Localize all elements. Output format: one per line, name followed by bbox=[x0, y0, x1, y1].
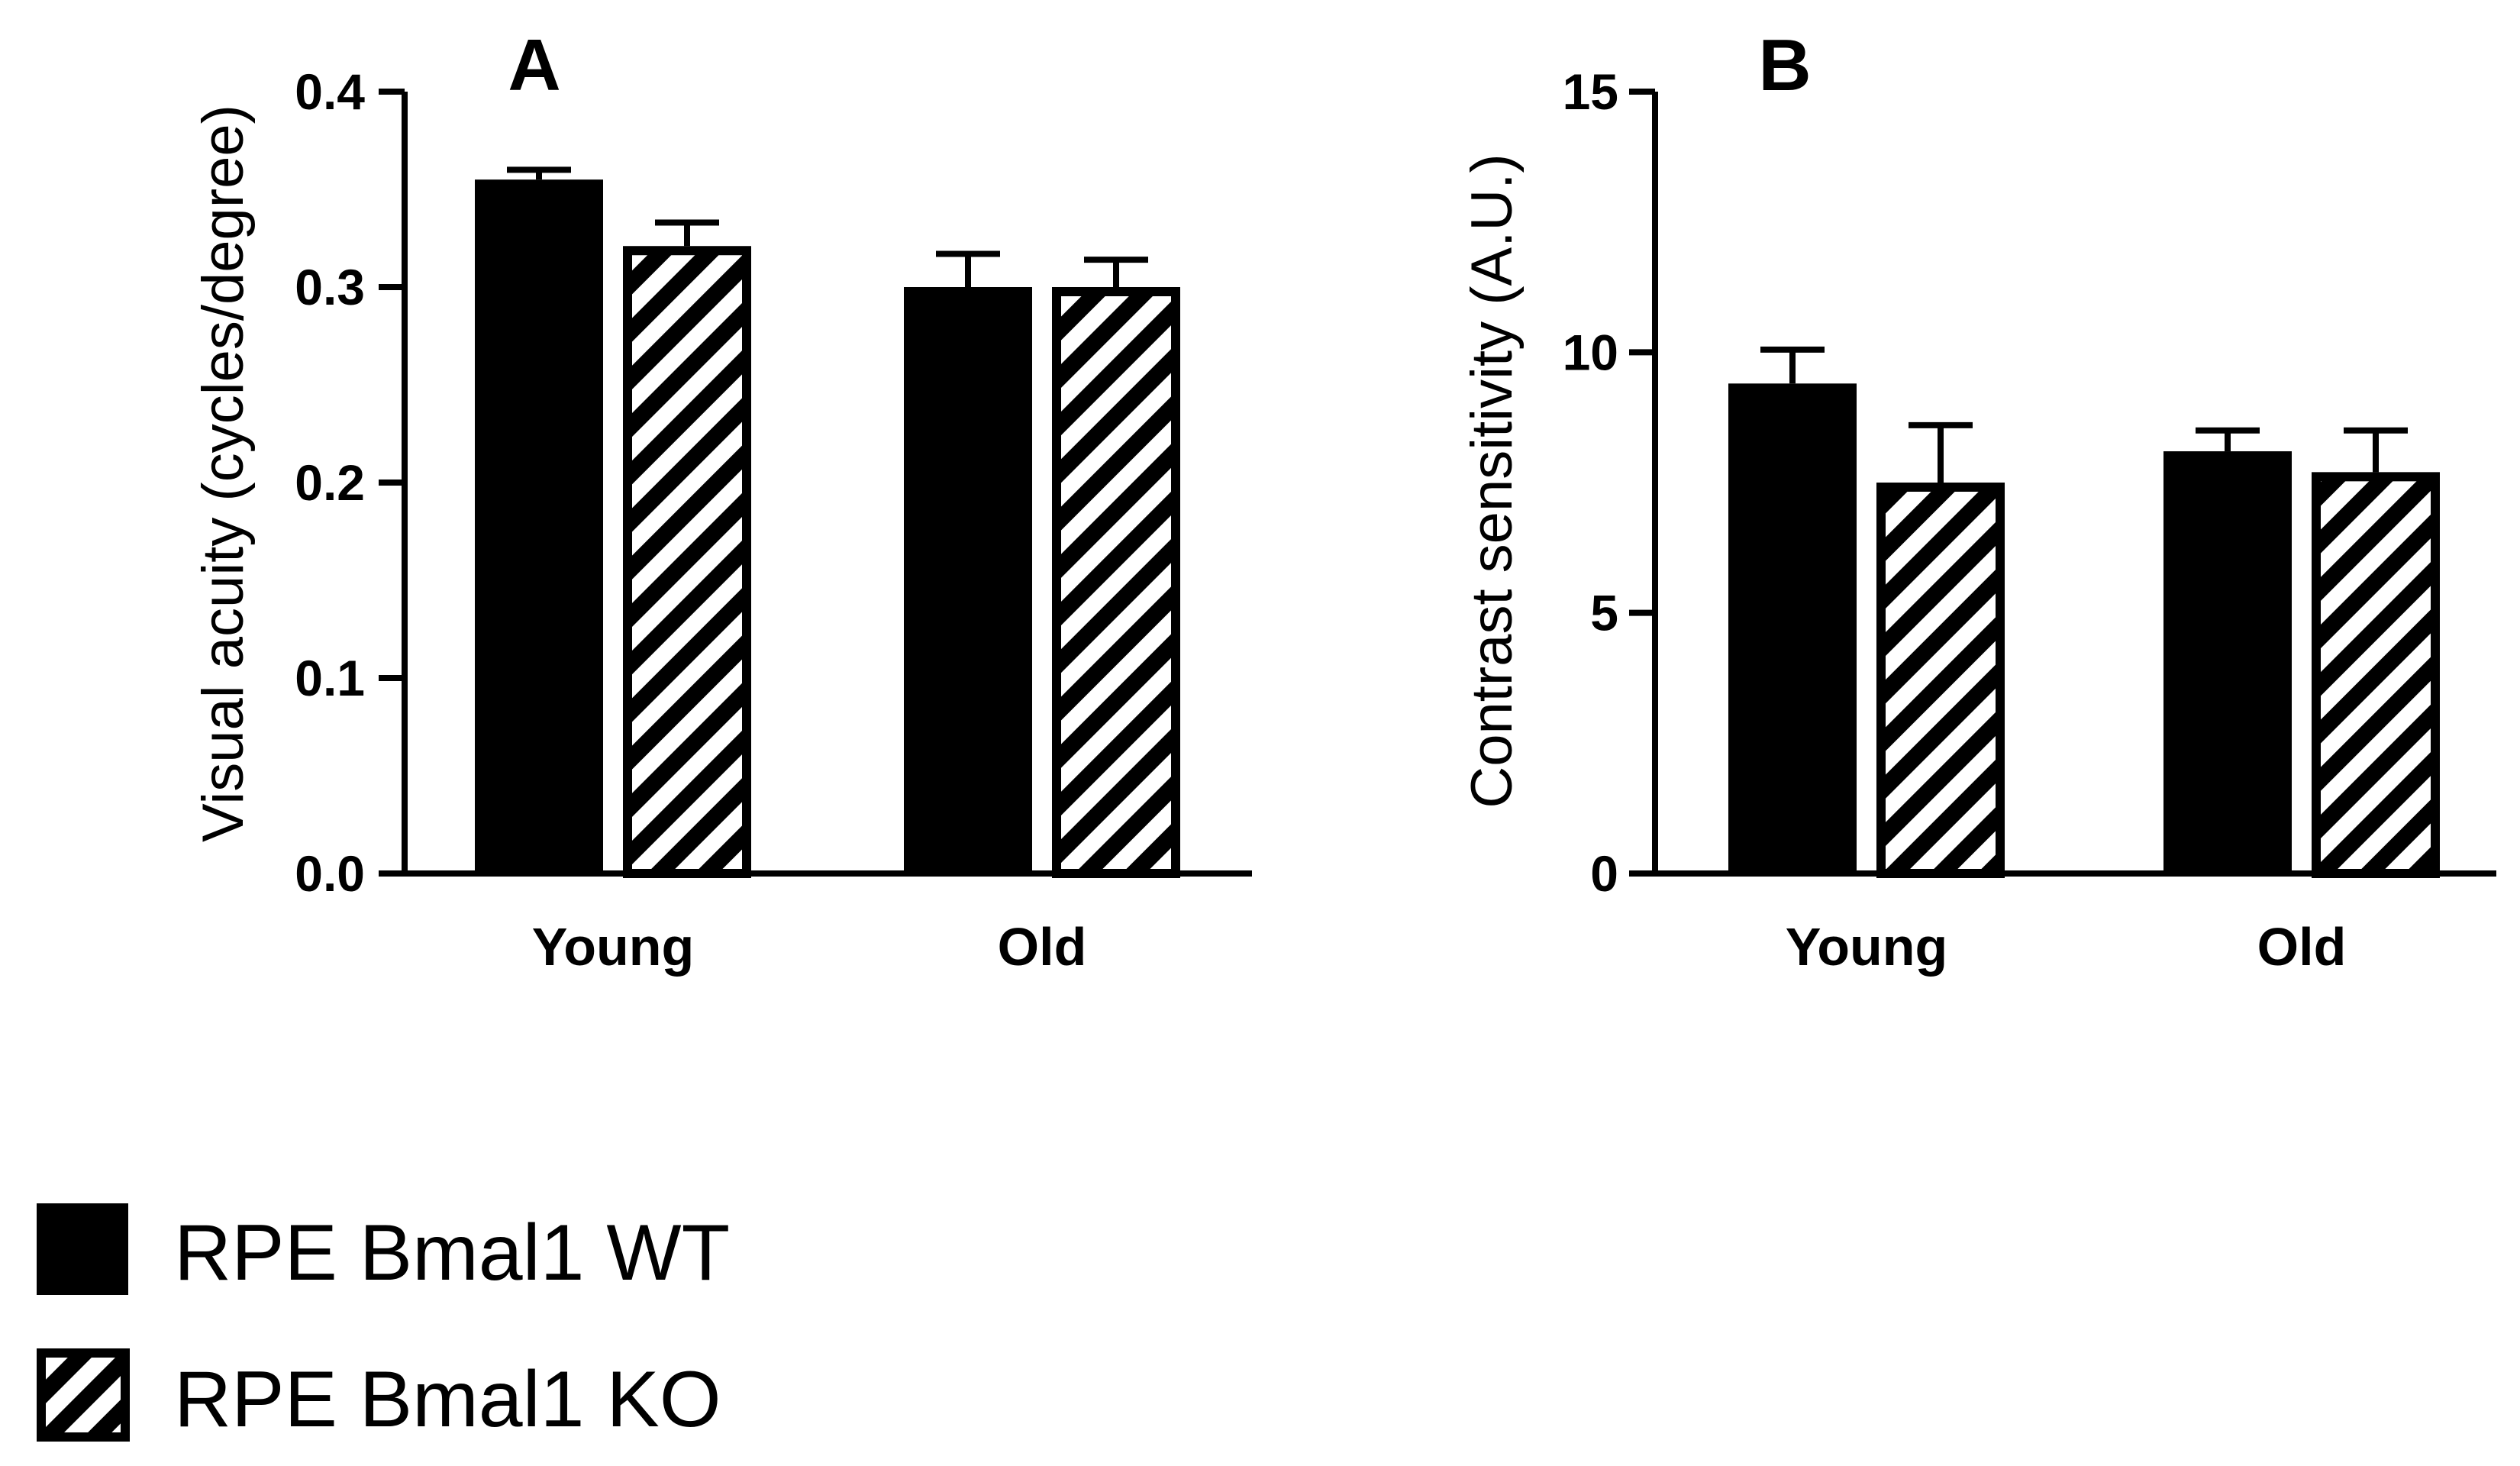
legend-label-ko: RPE Bmal1 KO bbox=[174, 1355, 721, 1444]
y-axis-label-b: Contrast sensitivity (A.U.) bbox=[1460, 153, 1525, 808]
bar-a-old-ko bbox=[1052, 287, 1180, 878]
legend-swatch-wt bbox=[37, 1203, 128, 1295]
legend-label-wt: RPE Bmal1 WT bbox=[174, 1209, 730, 1297]
bar-a-old-wt bbox=[904, 287, 1032, 873]
y-axis-label-a: Visual acuity (cycles/degree) bbox=[191, 105, 256, 842]
y-tick-label-b-3: 15 bbox=[1563, 63, 1618, 120]
x-category-label-a-0: Young bbox=[532, 917, 695, 977]
y-tick-label-a-3: 0.3 bbox=[295, 259, 365, 315]
panel-a-chart: A Visual acuity (cycles/degree) 0.0 0.1 0.… bbox=[191, 24, 1252, 977]
y-tick-label-a-4: 0.4 bbox=[295, 63, 365, 120]
bar-b-old-wt bbox=[2163, 451, 2292, 873]
bar-b-young-ko bbox=[1876, 483, 2005, 878]
y-tick-label-b-0: 0 bbox=[1590, 845, 1618, 902]
y-tick-label-a-1: 0.1 bbox=[295, 650, 365, 706]
panel-label-a: A bbox=[508, 24, 560, 106]
bar-a-young-wt bbox=[475, 179, 603, 873]
bar-b-young-wt bbox=[1728, 383, 1857, 873]
x-category-label-a-1: Old bbox=[998, 917, 1087, 977]
bar-a-young-ko bbox=[623, 246, 751, 878]
y-tick-label-a-2: 0.2 bbox=[295, 454, 365, 511]
panel-label-b: B bbox=[1758, 24, 1811, 106]
legend-swatch-ko bbox=[37, 1348, 130, 1442]
x-category-label-b-0: Young bbox=[1786, 917, 1948, 977]
panel-b-chart: B Contrast sensitivity (A.U.) 0 5 10 15 Youn… bbox=[1460, 24, 2496, 977]
bar-b-old-ko bbox=[2312, 472, 2440, 878]
legend: RPE Bmal1 WT RPE Bmal1 KO bbox=[37, 1203, 730, 1444]
y-tick-label-b-1: 5 bbox=[1590, 585, 1618, 641]
y-tick-label-a-0: 0.0 bbox=[295, 845, 365, 902]
x-category-label-b-1: Old bbox=[2257, 917, 2347, 977]
y-tick-label-b-2: 10 bbox=[1563, 324, 1618, 380]
